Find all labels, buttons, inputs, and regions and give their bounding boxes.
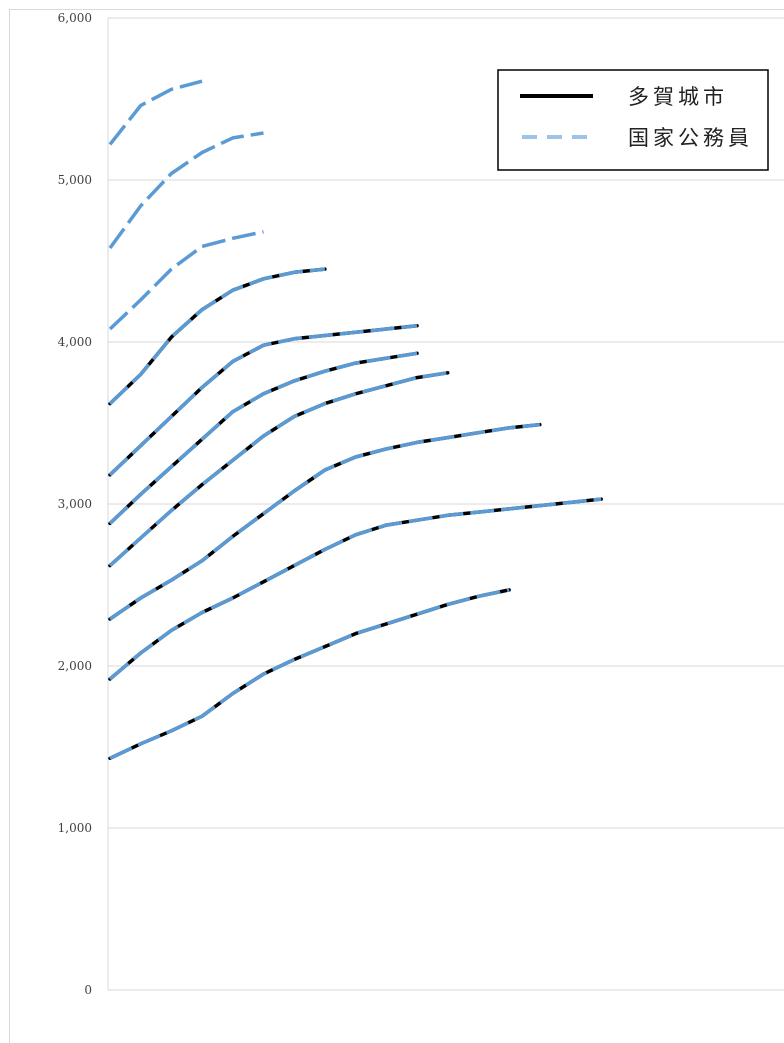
- series-line-tagajo-6: [108, 371, 450, 568]
- y-axis: 0 1,000 2,000 3,000 4,000 5,000 6,000: [58, 11, 109, 997]
- y-tick-label: 1,000: [58, 821, 92, 835]
- y-tick-label: 5,000: [58, 173, 92, 187]
- series-line-national-14: [108, 230, 264, 331]
- gridlines: [108, 17, 784, 991]
- series-line-national-5: [109, 422, 540, 621]
- legend-label-tagajo: 多賀城市: [628, 85, 728, 109]
- y-tick-label: 3,000: [58, 497, 92, 511]
- y-tick-label: 4,000: [58, 335, 92, 349]
- series-line-national-9: [108, 351, 418, 525]
- series-line-national-1: [109, 588, 510, 760]
- chart-frame: [9, 9, 784, 1043]
- y-tick-label: 6,000: [58, 11, 92, 25]
- legend: 多賀城市 国家公務員: [497, 69, 769, 171]
- series-line-national-16: [108, 79, 203, 146]
- legend-box: [497, 69, 769, 171]
- series-line-national-15: [108, 131, 264, 250]
- series-line-national-7: [108, 371, 448, 567]
- series-line-national-11: [108, 324, 418, 477]
- series-group: [108, 79, 603, 761]
- y-tick-label: 2,000: [58, 659, 92, 673]
- legend-label-national: 国家公務員: [628, 126, 753, 150]
- series-line-tagajo-4: [108, 422, 542, 621]
- series-line-national-3: [108, 497, 602, 681]
- series-line-national-13: [108, 267, 326, 405]
- series-line-tagajo-8: [108, 351, 419, 526]
- y-tick-label: 0: [84, 983, 92, 997]
- series-line-tagajo-2: [108, 497, 603, 681]
